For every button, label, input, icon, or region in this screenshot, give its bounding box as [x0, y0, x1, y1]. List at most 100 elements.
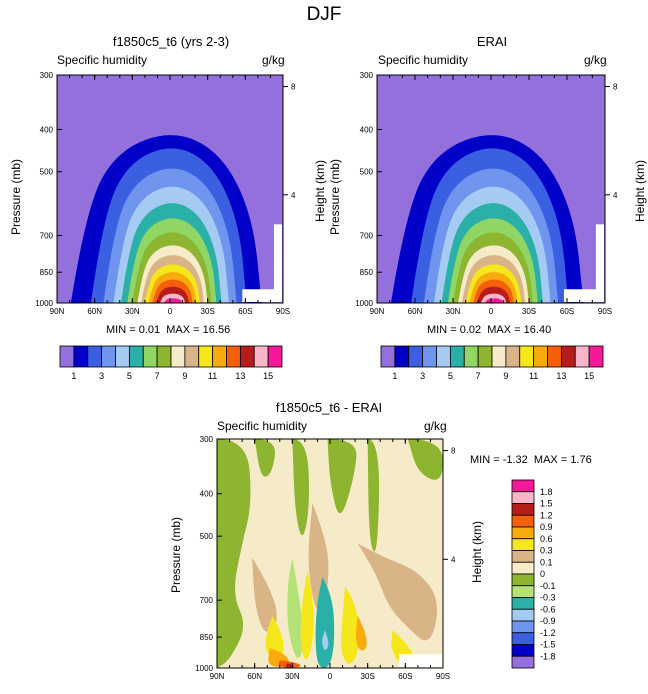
panel2-minmax: MIN = 0.02 MAX = 16.40: [427, 324, 551, 336]
panel3-cbar-box: [511, 597, 535, 610]
panel2-xtick-label: 60S: [560, 307, 574, 316]
panel3-cbar-box: [511, 550, 535, 563]
panel3-ytick-label: 850: [200, 633, 214, 642]
panel3-chart: 90N 60N 30N 0 30S 60S 90S 300 400 500 700 850 1000 8 4…: [195, 435, 556, 681]
panel3-cbar-label: 1.2: [540, 510, 553, 520]
panel2-right-label: g/kg: [584, 53, 607, 67]
figure-title: DJF: [306, 4, 342, 25]
panel3-cbar-label: -0.9: [540, 616, 556, 626]
panel2-cbar-box: [449, 345, 465, 368]
panel2-ytick-label: 700: [360, 231, 374, 240]
panel3-cbar-box: [511, 620, 535, 634]
panel1-ytick-label: 500: [40, 168, 54, 177]
panel3-cbar-label: 0.6: [540, 534, 553, 544]
panel3-xtick-label: 30S: [361, 672, 375, 681]
panel3-patch: [315, 577, 335, 668]
panel1-cbar-label: 7: [155, 371, 160, 381]
panel2-xtick-label: 30S: [522, 307, 536, 316]
panel2-cbar-box: [574, 345, 590, 368]
panel1-cbar-box: [59, 345, 75, 368]
panel1-cbar-label: 1: [71, 371, 76, 381]
panel3-cbar-box: [511, 503, 535, 516]
panel3-patch: [300, 570, 314, 660]
panel2-ytick-label: 500: [360, 168, 374, 177]
panel3-cbar-label: -1.5: [540, 640, 556, 650]
panel1-ytick-label: 300: [40, 71, 54, 80]
panel3-cbar-box: [511, 479, 535, 493]
panel3-ytick-label: 1000: [195, 664, 213, 673]
panel3-patch: [341, 586, 360, 664]
panel3-cbar-box: [511, 632, 535, 645]
panel3-cbar-label: 1.8: [540, 487, 553, 497]
panel3-cbar-box: [511, 538, 535, 551]
panel1-xtick-label: 90S: [276, 307, 290, 316]
panel1-cbar-box: [184, 345, 200, 368]
panel3-cbar-box: [511, 491, 535, 504]
panel3-ytick-label: 700: [200, 596, 214, 605]
panel2-cbar-label: 9: [503, 371, 508, 381]
panel2-band-15: [484, 298, 504, 303]
panel1-cbar-box: [73, 345, 89, 368]
panel2-cbar-box: [477, 345, 493, 368]
panel3-cbar-box: [511, 561, 535, 575]
panel1-ytick-label: 850: [40, 268, 54, 277]
panel3-cbar-box: [511, 514, 535, 528]
panel1-xtick-label: 30N: [125, 307, 140, 316]
panel2-cbar-label: 11: [529, 371, 538, 381]
panel1-missing: [242, 289, 282, 302]
panel1-y2tick-label: 4: [291, 191, 296, 200]
panel2-cbar-label: 5: [448, 371, 453, 381]
panel2-cbar-box: [491, 345, 507, 368]
panel2-cbar-label: 1: [392, 371, 397, 381]
panel2-xtick-label: 90N: [370, 307, 385, 316]
panel2-max-label: MAX =: [487, 324, 521, 336]
panel3-cbar-box: [511, 526, 535, 540]
panel1-ytick-label: 400: [40, 125, 54, 134]
panel2-cbar-box: [588, 345, 604, 368]
panel1-cbar-box: [101, 345, 116, 368]
panel3-min-value: -1.32: [502, 454, 528, 466]
panel2-xtick-label: 60N: [408, 307, 423, 316]
panel2-cbar-label: 15: [584, 371, 594, 381]
panel3-cbar-label: 0.3: [540, 546, 553, 556]
panel3-left-label: Specific humidity: [217, 419, 308, 433]
panel3-patch: [355, 615, 367, 651]
panel1-cbar-box: [253, 345, 269, 368]
panel2-min-value: 0.02: [459, 324, 482, 336]
panel1-cbar-label: 5: [127, 371, 132, 381]
panel1-cbar-box: [142, 345, 158, 368]
panel3-cbar-box: [511, 644, 535, 657]
panel1-cbar-label: 11: [208, 371, 217, 381]
panel2-xtick-label: 0: [489, 307, 494, 316]
panel2-ytick-label: 1000: [355, 299, 373, 308]
panel2-cbar-box: [519, 345, 535, 368]
panel1-cbar-box: [212, 345, 227, 368]
panel2-missing: [563, 289, 604, 302]
panel2-missing2: [595, 224, 604, 302]
panel3-cbar-label: -0.6: [540, 604, 556, 614]
panel1-band-15: [163, 298, 183, 303]
panel3-patch: [252, 557, 277, 632]
panel3-ytick-label: 500: [200, 532, 214, 541]
panel2-xtick-label: 90S: [598, 307, 612, 316]
panel1-max-label: MAX =: [166, 324, 200, 336]
panel3-min-label: MIN =: [470, 454, 500, 466]
panel1-xtick-label: 90N: [50, 307, 65, 316]
panel2-cbar-box: [547, 345, 562, 368]
panel3-cbar-box: [511, 608, 535, 622]
panel3-title: f1850c5_t6 - ERAI: [275, 400, 383, 415]
panel3-patch: [265, 615, 284, 659]
panel3-y2tick-label: 4: [451, 555, 456, 564]
panel1-max-value: 16.56: [202, 324, 231, 336]
panel1-cbar-label: 9: [182, 371, 187, 381]
panel3-cbar-label: 0: [540, 569, 545, 579]
panel3-patch: [407, 439, 443, 480]
panel2-xtick-label: 30N: [446, 307, 461, 316]
panel3-patch: [287, 557, 304, 658]
panel2-cbar-box: [380, 345, 396, 368]
panel3-cbar-box: [511, 573, 535, 587]
panel2-cbar-label: 13: [556, 371, 566, 381]
panel1-min-label: MIN =: [106, 324, 136, 336]
panel1-cbar-label: 3: [99, 371, 104, 381]
panel3-xtick-label: 90S: [436, 672, 450, 681]
